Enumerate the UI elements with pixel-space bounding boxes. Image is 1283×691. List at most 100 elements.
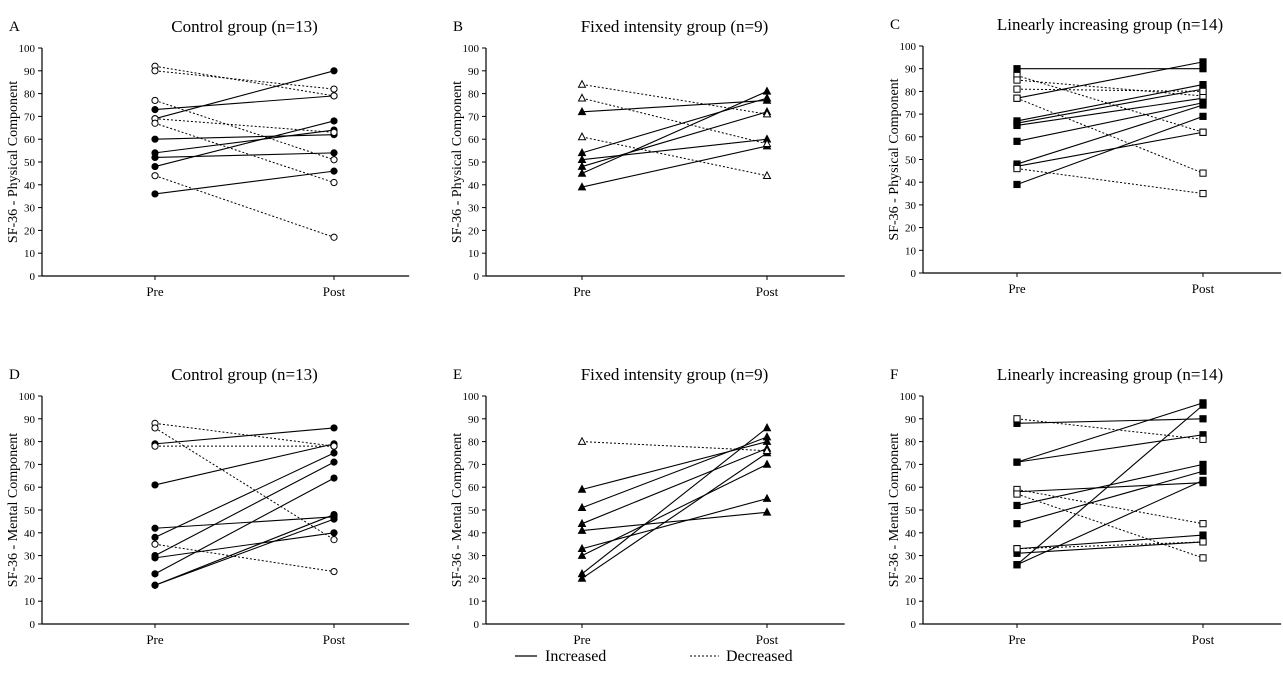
- series-line-increased: [154, 461, 335, 557]
- x-tick-label: Post: [323, 632, 346, 647]
- data-point-open-circle: [330, 178, 338, 187]
- y-axis-label: SF-36 - Physical Component: [6, 81, 21, 243]
- series-line-increased: [1016, 479, 1204, 566]
- y-tick-label: 40: [905, 177, 917, 189]
- series-line-decreased: [154, 422, 335, 447]
- series-line-increased: [154, 120, 335, 168]
- data-point-filled-circle: [151, 570, 159, 578]
- y-tick-label: 100: [19, 391, 36, 403]
- data-point-filled-circle: [330, 474, 338, 482]
- panel-letter: D: [9, 367, 20, 383]
- y-tick-label: 30: [468, 203, 480, 215]
- series-line-increased: [1016, 88, 1204, 124]
- y-tick-label: 40: [24, 528, 36, 540]
- data-point-filled-circle: [330, 424, 338, 432]
- panel-letter: B: [453, 19, 463, 35]
- panel-letter: C: [890, 17, 900, 33]
- data-point-filled-triangle: [577, 182, 587, 191]
- y-tick-label: 60: [468, 482, 480, 494]
- data-point-filled-square: [1199, 531, 1207, 539]
- series-line-increased: [581, 452, 768, 579]
- data-point-filled-circle: [330, 117, 338, 125]
- data-point-open-circle: [330, 85, 338, 93]
- y-tick-label: 20: [24, 225, 36, 237]
- data-point-filled-circle: [330, 529, 338, 537]
- series-line-increased: [1016, 115, 1204, 185]
- data-point-open-square: [1199, 435, 1207, 443]
- y-tick-label: 60: [24, 134, 36, 146]
- y-tick-label: 80: [905, 437, 917, 449]
- series-line-decreased: [1016, 493, 1204, 559]
- series-line-decreased: [581, 97, 768, 145]
- series-line-increased: [154, 129, 335, 154]
- x-tick-label: Post: [756, 632, 779, 647]
- data-point-open-circle: [151, 96, 159, 105]
- data-point-filled-circle: [330, 67, 338, 75]
- series-line-decreased: [1016, 488, 1204, 525]
- y-tick-label: 80: [24, 437, 36, 449]
- series-line-decreased: [154, 118, 335, 133]
- data-point-open-square: [1199, 189, 1207, 198]
- y-tick-label: 10: [24, 596, 36, 608]
- series-line-increased: [154, 427, 335, 445]
- panel-letter: E: [453, 367, 462, 383]
- data-point-filled-square: [1199, 58, 1207, 66]
- series-line-decreased: [154, 70, 335, 90]
- data-point-open-circle: [330, 92, 338, 100]
- data-point-filled-circle: [330, 449, 338, 457]
- data-point-filled-circle: [330, 149, 338, 157]
- series-line-increased: [1016, 102, 1204, 142]
- y-tick-label: 80: [905, 86, 917, 98]
- data-point-open-square: [1013, 76, 1021, 84]
- y-tick-label: 20: [468, 225, 480, 237]
- series-line-decreased: [1016, 418, 1204, 440]
- panel-title: Linearly increasing group (n=14): [997, 15, 1223, 34]
- series-line-decreased: [1016, 79, 1204, 97]
- y-tick-label: 90: [905, 64, 917, 76]
- y-tick-label: 10: [468, 248, 480, 260]
- data-point-filled-circle: [151, 581, 159, 589]
- legend: Increased Decreased: [515, 648, 793, 665]
- data-point-open-circle: [330, 442, 338, 450]
- chart-panel-e: E Fixed intensity group (n=9) SF-36 - Ment…: [450, 365, 845, 647]
- series-line-increased: [1016, 434, 1204, 463]
- y-tick-label: 50: [905, 155, 917, 167]
- y-tick-label: 100: [463, 43, 480, 55]
- data-point-open-triangle: [577, 79, 587, 88]
- x-tick-label: Post: [756, 284, 779, 299]
- data-point-open-square: [1013, 85, 1021, 93]
- series-line-increased: [581, 441, 768, 491]
- data-point-filled-square: [1199, 112, 1207, 120]
- data-point-filled-circle: [151, 533, 159, 541]
- data-point-open-circle: [151, 424, 159, 432]
- data-point-filled-square: [1013, 501, 1021, 510]
- data-point-open-circle: [330, 128, 338, 136]
- data-point-filled-circle: [151, 162, 159, 171]
- data-point-filled-circle: [151, 190, 159, 198]
- series-line-increased: [1016, 104, 1204, 165]
- y-tick-label: 40: [468, 180, 480, 192]
- y-tick-label: 40: [468, 528, 480, 540]
- series-line-decreased: [1016, 88, 1204, 92]
- y-tick-label: 20: [24, 573, 36, 585]
- x-tick-label: Pre: [146, 632, 164, 647]
- series-line-decreased: [581, 136, 768, 177]
- y-tick-label: 40: [24, 180, 36, 192]
- series-line-decreased: [1016, 168, 1204, 195]
- series-line-decreased: [154, 175, 335, 238]
- y-tick-label: 0: [911, 619, 917, 631]
- y-tick-label: 0: [911, 268, 917, 280]
- data-point-open-circle: [330, 536, 338, 544]
- data-point-filled-triangle: [762, 493, 772, 502]
- data-point-filled-square: [1013, 65, 1021, 73]
- panel-title: Linearly increasing group (n=14): [997, 365, 1223, 384]
- series-line-increased: [581, 447, 768, 525]
- panel-letter: A: [9, 19, 20, 35]
- series-line-increased: [581, 111, 768, 168]
- data-point-open-square: [1013, 94, 1021, 102]
- series-line-decreased: [154, 543, 335, 573]
- series-line-decreased: [154, 427, 335, 541]
- chart-panel-c: C Linearly increasing group (n=14) SF-36 -…: [887, 15, 1282, 296]
- data-point-filled-circle: [151, 524, 159, 532]
- data-point-open-square: [1199, 87, 1207, 96]
